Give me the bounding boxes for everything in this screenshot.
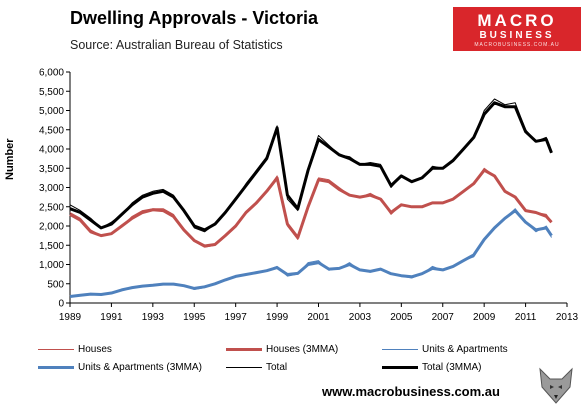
logo-line-3: MACROBUSINESS.COM.AU bbox=[474, 42, 560, 48]
x-tick-label: 2005 bbox=[390, 312, 413, 323]
chart-title: Dwelling Approvals - Victoria bbox=[70, 8, 319, 28]
y-tick-label: 4,000 bbox=[39, 145, 64, 156]
y-tick-label: 2,000 bbox=[39, 222, 64, 233]
logo-line-1: MACRO bbox=[477, 11, 557, 30]
y-tick-label: 6,000 bbox=[39, 68, 64, 79]
x-tick-label: 1995 bbox=[183, 312, 206, 323]
legend-swatch bbox=[226, 348, 262, 351]
legend-total-3mma: Total (3MMA) bbox=[382, 362, 481, 373]
x-tick-label: 2007 bbox=[432, 312, 455, 323]
x-tick-label: 2013 bbox=[556, 312, 579, 323]
x-tick-label: 2003 bbox=[349, 312, 372, 323]
y-tick-label: 5,500 bbox=[39, 87, 64, 98]
y-tick-label: 0 bbox=[58, 299, 64, 310]
legend-swatch bbox=[38, 366, 74, 369]
legend-label: Houses bbox=[78, 344, 112, 355]
fox-mascot-icon bbox=[539, 367, 573, 404]
y-tick-label: 4,500 bbox=[39, 125, 64, 136]
series-units-3mma-line bbox=[69, 209, 553, 298]
logo-line-2: BUSINESS bbox=[479, 30, 555, 41]
y-tick-label: 1,000 bbox=[39, 260, 64, 271]
legend-label: Total (3MMA) bbox=[422, 362, 482, 373]
y-tick-label: 2,500 bbox=[39, 202, 64, 213]
legend-label: Units & Apartments (3MMA) bbox=[78, 362, 202, 373]
legend-total: Total bbox=[226, 362, 287, 373]
legend-label: Total bbox=[266, 362, 288, 373]
x-tick-label: 2009 bbox=[473, 312, 496, 323]
series-units-line bbox=[69, 208, 552, 298]
legend-label: Units & Apartments bbox=[422, 344, 508, 355]
legend-swatch bbox=[382, 349, 418, 350]
legend-label: Houses (3MMA) bbox=[266, 344, 339, 355]
x-tick-label: 2011 bbox=[515, 312, 537, 323]
x-tick-label: 1997 bbox=[225, 312, 248, 323]
legend-houses-3mma: Houses (3MMA) bbox=[226, 344, 338, 355]
y-tick-label: 3,000 bbox=[39, 183, 64, 194]
legend-units-3mma: Units & Apartments (3MMA) bbox=[38, 362, 202, 373]
y-tick-label: 3,500 bbox=[39, 164, 64, 175]
legend-swatch bbox=[382, 366, 418, 369]
series-total-3mma-line bbox=[69, 101, 553, 232]
website-url[interactable]: www.macrobusiness.com.au bbox=[322, 384, 500, 399]
chart-subtitle: Source: Australian Bureau of Statistics bbox=[70, 38, 283, 52]
x-tick-label: 1993 bbox=[142, 312, 165, 323]
x-tick-label: 1991 bbox=[100, 312, 123, 323]
y-tick-label: 500 bbox=[47, 279, 64, 290]
y-tick-label: 5,000 bbox=[39, 106, 64, 117]
legend-swatch bbox=[226, 367, 262, 368]
series-houses-line bbox=[69, 167, 552, 248]
x-tick-label: 2001 bbox=[307, 312, 330, 323]
x-tick-label: 1989 bbox=[59, 312, 82, 323]
x-tick-label: 1999 bbox=[266, 312, 289, 323]
legend-swatch bbox=[38, 349, 74, 350]
legend-houses: Houses bbox=[38, 344, 112, 355]
brand-logo[interactable]: MACRO BUSINESS MACROBUSINESS.COM.AU bbox=[453, 7, 581, 51]
series-houses-3mma-line bbox=[69, 168, 553, 248]
legend-units: Units & Apartments bbox=[382, 344, 508, 355]
y-tick-label: 1,500 bbox=[39, 241, 64, 252]
